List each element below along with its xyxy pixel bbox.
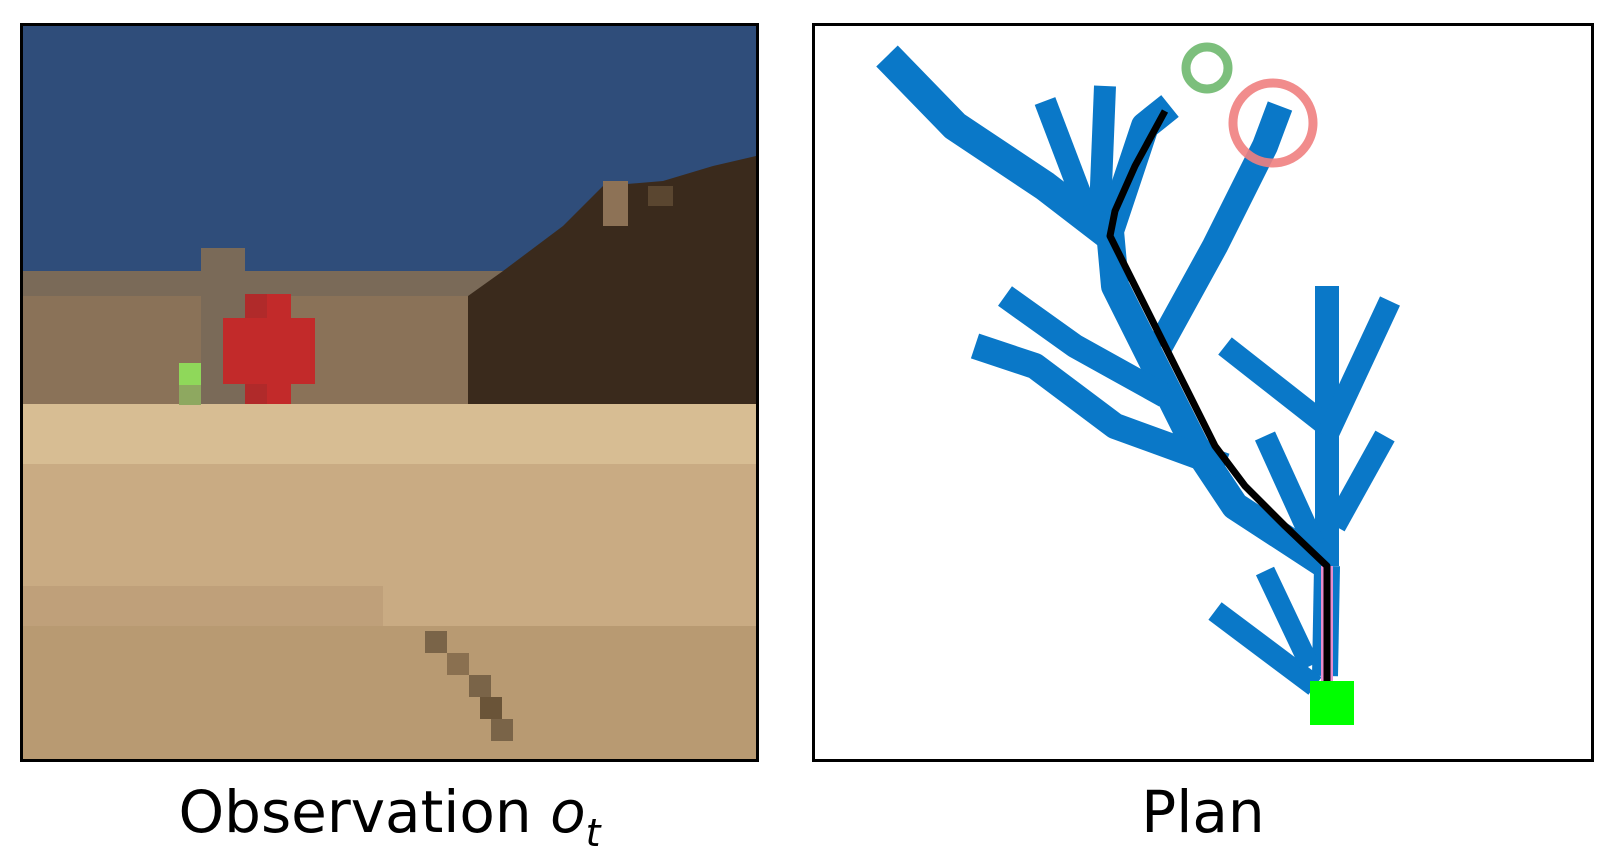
green-goal-ring xyxy=(1181,42,1233,94)
observation-image xyxy=(23,26,756,759)
observation-symbol: o xyxy=(550,778,586,846)
observation-subscript: t xyxy=(585,811,601,855)
red-goal-ring xyxy=(1228,78,1318,168)
green-target xyxy=(179,363,201,385)
plan-caption: Plan xyxy=(1141,778,1265,846)
plan-panel xyxy=(812,23,1594,762)
planned-path xyxy=(1106,109,1331,706)
observation-caption: Observation ot xyxy=(20,778,759,855)
rrt-tree xyxy=(876,45,1400,695)
observation-caption-math: ot xyxy=(550,778,600,855)
start-marker xyxy=(1310,681,1354,725)
observation-caption-text: Observation xyxy=(178,778,551,846)
rock-outcrop xyxy=(468,156,756,406)
observation-panel xyxy=(20,23,759,762)
plan-tree-diagram xyxy=(876,42,1400,725)
